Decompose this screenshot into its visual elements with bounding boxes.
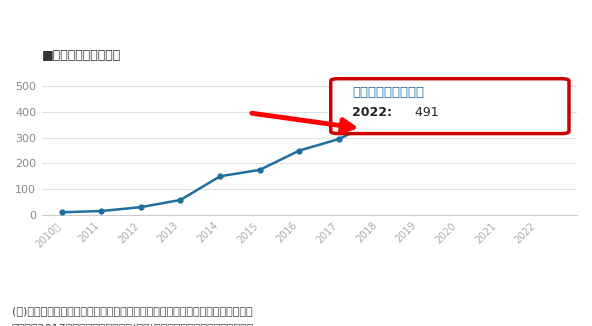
Text: 自動車の2017年以前は回答なし　　(出所)各社への取材を基に東洋経済作成: 自動車の2017年以前は回答なし (出所)各社への取材を基に東洋経済作成: [12, 323, 254, 326]
Text: (注)日本交通、国際自動車、大和自動車、帝都自動車、日の丸交通の合計。帝都: (注)日本交通、国際自動車、大和自動車、帝都自動車、日の丸交通の合計。帝都: [12, 306, 252, 317]
Text: 491: 491: [411, 106, 439, 119]
FancyBboxPatch shape: [331, 79, 569, 134]
Text: 2022:: 2022:: [352, 106, 392, 119]
Text: 新卒採用者数（人）: 新卒採用者数（人）: [352, 86, 424, 99]
Text: ■新卒採用者数（人）: ■新卒採用者数（人）: [41, 49, 121, 62]
